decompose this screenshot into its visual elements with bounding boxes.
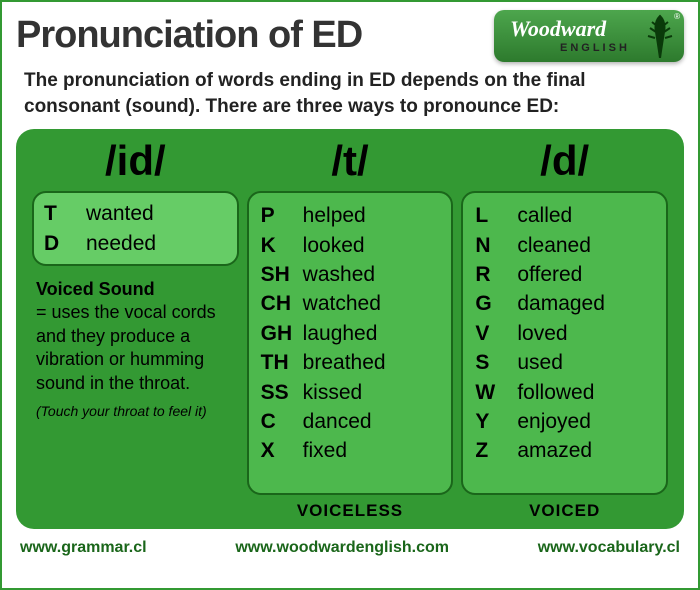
grammar-link[interactable]: www.grammar.cl (20, 539, 147, 557)
example-word: damaged (517, 289, 605, 318)
example-word: amazed (517, 436, 592, 465)
example-word: enjoyed (517, 407, 591, 436)
example-word: fixed (303, 436, 347, 465)
consonant-letter: L (475, 201, 517, 230)
consonant-letter: T (44, 199, 86, 228)
consonant-letter: K (261, 231, 303, 260)
word-row: Phelped (261, 201, 440, 230)
word-row: Klooked (261, 231, 440, 260)
t-word-box: PhelpedKlookedSHwashedCHwatchedGHlaughed… (247, 191, 454, 495)
word-row: Roffered (475, 260, 654, 289)
consonant-letter: D (44, 229, 86, 258)
example-word: called (517, 201, 572, 230)
example-word: washed (303, 260, 375, 289)
fern-icon (646, 14, 674, 58)
column-t: /t/ PhelpedKlookedSHwashedCHwatchedGHlau… (247, 137, 454, 521)
word-row: Wfollowed (475, 378, 654, 407)
pronunciation-panel: /id/ TwantedDneeded Voiced Sound = uses … (16, 129, 684, 529)
consonant-letter: Z (475, 436, 517, 465)
example-word: offered (517, 260, 582, 289)
word-row: Cdanced (261, 407, 440, 436)
example-word: laughed (303, 319, 378, 348)
example-word: breathed (303, 348, 386, 377)
example-word: used (517, 348, 563, 377)
example-word: helped (303, 201, 366, 230)
word-row: THbreathed (261, 348, 440, 377)
consonant-letter: V (475, 319, 517, 348)
word-row: Sused (475, 348, 654, 377)
column-d: /d/ LcalledNcleanedRofferedGdamagedVlove… (461, 137, 668, 521)
example-word: wanted (86, 199, 154, 228)
consonant-letter: SH (261, 260, 303, 289)
word-row: Yenjoyed (475, 407, 654, 436)
consonant-letter: Y (475, 407, 517, 436)
word-row: CHwatched (261, 289, 440, 318)
consonant-letter: W (475, 378, 517, 407)
consonant-letter: X (261, 436, 303, 465)
vocabulary-link[interactable]: www.vocabulary.cl (538, 539, 680, 557)
voiced-body: = uses the vocal cords and they produce … (36, 302, 216, 392)
footer-links: www.grammar.cl www.woodwardenglish.com w… (16, 539, 684, 557)
consonant-letter: CH (261, 289, 303, 318)
consonant-letter: N (475, 231, 517, 260)
word-row: Zamazed (475, 436, 654, 465)
voiced-heading: Voiced Sound (36, 279, 155, 299)
word-row: Vloved (475, 319, 654, 348)
example-word: danced (303, 407, 372, 436)
word-row: Xfixed (261, 436, 440, 465)
example-word: kissed (303, 378, 363, 407)
word-row: SSkissed (261, 378, 440, 407)
word-row: SHwashed (261, 260, 440, 289)
column-id: /id/ TwantedDneeded Voiced Sound = uses … (32, 137, 239, 521)
woodward-logo: ® Woodward ENGLISH (494, 10, 684, 62)
word-row: Lcalled (475, 201, 654, 230)
word-row: Gdamaged (475, 289, 654, 318)
example-word: looked (303, 231, 365, 260)
consonant-letter: TH (261, 348, 303, 377)
consonant-letter: GH (261, 319, 303, 348)
example-word: cleaned (517, 231, 591, 260)
consonant-letter: P (261, 201, 303, 230)
example-word: followed (517, 378, 594, 407)
consonant-letter: S (475, 348, 517, 377)
example-word: needed (86, 229, 156, 258)
consonant-letter: G (475, 289, 517, 318)
word-row: Ncleaned (475, 231, 654, 260)
id-word-box: TwantedDneeded (32, 191, 239, 266)
column-d-header: /d/ (461, 137, 668, 185)
consonant-letter: R (475, 260, 517, 289)
word-row: Dneeded (44, 229, 227, 258)
page-title: Pronunciation of ED (16, 10, 362, 57)
voiceless-label: VOICELESS (247, 501, 454, 521)
registered-mark: ® (674, 12, 680, 21)
intro-text: The pronunciation of words ending in ED … (24, 68, 676, 119)
word-row: GHlaughed (261, 319, 440, 348)
column-t-header: /t/ (247, 137, 454, 185)
consonant-letter: C (261, 407, 303, 436)
column-id-header: /id/ (32, 137, 239, 185)
example-word: loved (517, 319, 567, 348)
voiced-note: (Touch your throat to feel it) (32, 403, 239, 419)
example-word: watched (303, 289, 381, 318)
voiced-definition: Voiced Sound = uses the vocal cords and … (32, 278, 239, 395)
voiced-label: VOICED (461, 501, 668, 521)
consonant-letter: SS (261, 378, 303, 407)
woodward-link[interactable]: www.woodwardenglish.com (235, 539, 449, 557)
d-word-box: LcalledNcleanedRofferedGdamagedVlovedSus… (461, 191, 668, 495)
word-row: Twanted (44, 199, 227, 228)
